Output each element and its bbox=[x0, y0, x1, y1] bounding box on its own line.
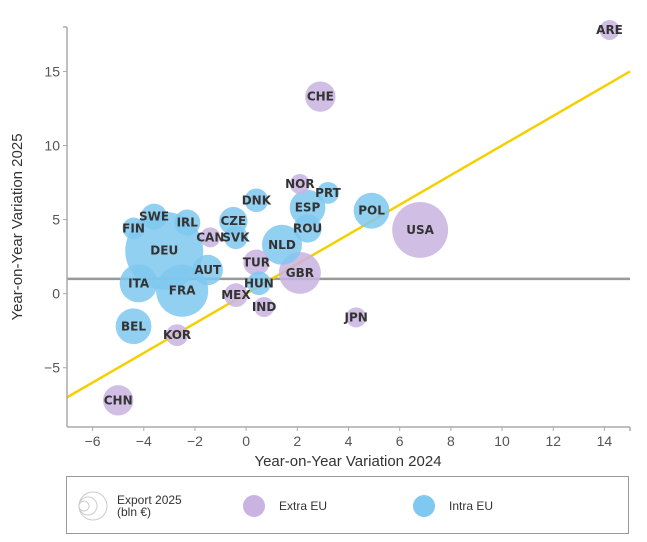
bubble-label-prt: PRT bbox=[315, 186, 341, 200]
legend-extra-eu[interactable]: Extra EU bbox=[243, 477, 327, 535]
bubble-label-nld: NLD bbox=[268, 238, 296, 252]
x-tick-label: 8 bbox=[447, 433, 455, 449]
bubble-pol[interactable] bbox=[353, 192, 390, 229]
bubble-label-ind: IND bbox=[252, 300, 277, 314]
size-legend-label: Export 2025 (bln €) bbox=[117, 494, 182, 518]
extra-eu-label: Extra EU bbox=[279, 499, 328, 513]
bubble-ita[interactable] bbox=[119, 264, 158, 303]
x-tick-label: −6 bbox=[85, 433, 101, 449]
bubble-label-aut: AUT bbox=[194, 263, 222, 277]
bubble-label-che: CHE bbox=[307, 90, 334, 104]
bubble-label-fin: FIN bbox=[122, 221, 145, 235]
bubble-label-hun: HUN bbox=[244, 276, 274, 290]
bubble-label-jpn: JPN bbox=[344, 310, 368, 324]
x-tick-label: 2 bbox=[293, 433, 301, 449]
x-tick-label: 4 bbox=[345, 433, 353, 449]
x-tick-label: 14 bbox=[597, 433, 613, 449]
bubble-kor[interactable] bbox=[166, 324, 188, 347]
bubble-label-kor: KOR bbox=[163, 328, 191, 342]
x-tick-label: 12 bbox=[545, 433, 561, 449]
bubble-label-irl: IRL bbox=[177, 216, 199, 230]
bubble-esp[interactable] bbox=[289, 189, 326, 226]
bubble-label-swe: SWE bbox=[139, 210, 169, 224]
bubble-label-bel: BEL bbox=[121, 319, 146, 333]
bubble-label-deu: DEU bbox=[150, 244, 178, 258]
bubble-fin[interactable] bbox=[122, 217, 145, 240]
bubble-nld[interactable] bbox=[261, 224, 302, 265]
x-tick-label: 10 bbox=[494, 433, 510, 449]
bubble-label-usa: USA bbox=[406, 223, 434, 237]
intra-eu-label: Intra EU bbox=[449, 499, 494, 513]
size-legend-line2: (bln €) bbox=[117, 505, 152, 519]
bubble-label-mex: MEX bbox=[221, 288, 251, 302]
x-tick-label: 6 bbox=[396, 433, 404, 449]
bubble-svk[interactable] bbox=[224, 225, 248, 250]
bubble-label-chn: CHN bbox=[104, 393, 133, 407]
bubble-ind[interactable] bbox=[254, 296, 275, 318]
bubble-label-can: CAN bbox=[196, 230, 224, 244]
bubble-label-pol: POL bbox=[358, 204, 385, 218]
diagonal-reference bbox=[66, 70, 631, 399]
bubble-mex[interactable] bbox=[224, 283, 248, 307]
bubble-labels: DEU USA FRA GBR NLD ITA ESP POL BEL CHE CHN AUT ROU C… bbox=[104, 23, 623, 407]
bubble-bel[interactable] bbox=[115, 308, 152, 345]
bubble-chart: DEU USA FRA GBR NLD ITA ESP POL BEL CHE CHN AUT ROU C… bbox=[9, 19, 631, 470]
y-tick-label: 5 bbox=[52, 212, 60, 228]
bubble-label-gbr: GBR bbox=[286, 266, 314, 280]
bubble-tur[interactable] bbox=[243, 249, 270, 276]
bubble-label-rou: ROU bbox=[293, 221, 322, 235]
y-axis-title: Year-on-Year Variation 2025 bbox=[9, 133, 26, 320]
bubble-label-dnk: DNK bbox=[242, 193, 272, 207]
bubble-che[interactable] bbox=[305, 81, 336, 112]
bubble-label-nor: NOR bbox=[285, 177, 314, 191]
bubble-can[interactable] bbox=[200, 227, 221, 248]
x-tick-label: −4 bbox=[136, 433, 152, 449]
x-tick-label: −2 bbox=[187, 433, 203, 449]
bubble-label-ita: ITA bbox=[128, 276, 150, 290]
bubble-chn[interactable] bbox=[103, 385, 134, 416]
y-tick-label: 0 bbox=[52, 286, 60, 302]
x-tick-label: 0 bbox=[242, 433, 250, 449]
bubbles bbox=[103, 19, 620, 416]
legend-size: Export 2025 (bln €) bbox=[71, 477, 182, 535]
bubble-prt[interactable] bbox=[317, 181, 339, 204]
bubble-label-cze: CZE bbox=[220, 214, 246, 228]
bubble-label-esp: ESP bbox=[295, 201, 321, 215]
y-tick-label: −5 bbox=[44, 360, 60, 376]
bubble-label-are: ARE bbox=[596, 23, 623, 37]
y-tick-label: 10 bbox=[44, 138, 60, 154]
bubble-label-svk: SVK bbox=[222, 230, 250, 244]
bubble-irl[interactable] bbox=[174, 209, 201, 236]
bubble-rou[interactable] bbox=[293, 214, 322, 243]
bubble-swe[interactable] bbox=[140, 203, 168, 230]
bubble-label-fra: FRA bbox=[169, 284, 196, 298]
bubble-dnk[interactable] bbox=[244, 188, 269, 213]
size-legend-line1: Export 2025 bbox=[117, 493, 182, 507]
extra-eu-swatch bbox=[243, 495, 265, 517]
y-tick-label: 15 bbox=[44, 63, 60, 79]
bubble-are[interactable] bbox=[599, 19, 620, 40]
intra-eu-swatch bbox=[413, 495, 435, 517]
bubble-aut[interactable] bbox=[192, 254, 223, 286]
axes: −6 −4 −2 0 2 4 6 8 10 12 14 −5 0 5 10 15 bbox=[44, 26, 631, 449]
bubble-jpn[interactable] bbox=[346, 307, 367, 328]
size-legend-icon bbox=[78, 491, 108, 521]
bubble-nor[interactable] bbox=[289, 174, 310, 195]
legend-intra-eu[interactable]: Intra EU bbox=[413, 477, 493, 535]
bubble-hun[interactable] bbox=[247, 271, 271, 296]
legend: Export 2025 (bln €) Extra EU Intra EU bbox=[66, 476, 629, 534]
bubble-label-tur: TUR bbox=[243, 256, 270, 270]
bubble-usa[interactable] bbox=[392, 202, 449, 258]
x-axis-title: Year-on-Year Variation 2024 bbox=[254, 453, 441, 470]
